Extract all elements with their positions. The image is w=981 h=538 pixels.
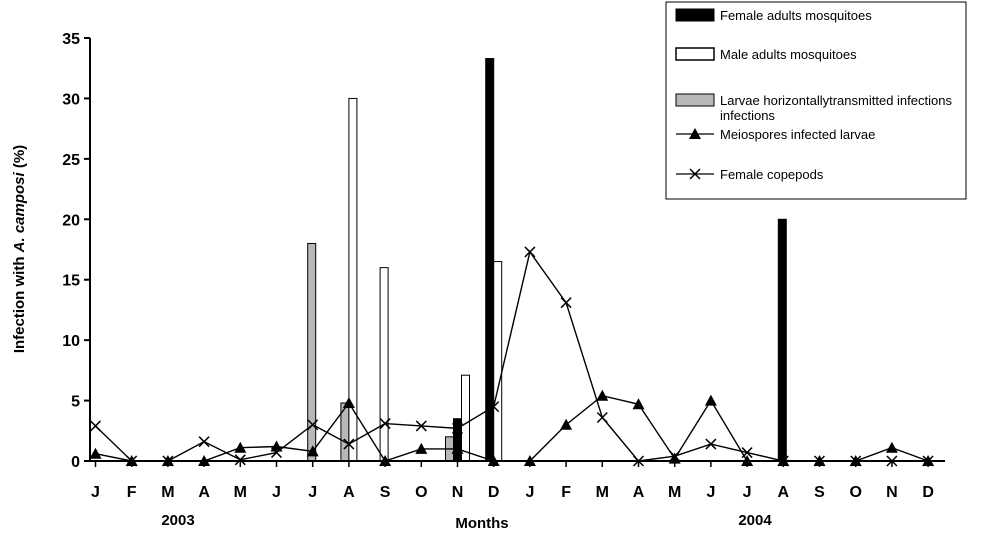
x-tick-label: S [380, 484, 391, 501]
x-tick-label: S [814, 484, 825, 501]
point-meiospores [596, 389, 609, 401]
x-tick-label: J [308, 484, 317, 501]
point-copepods [379, 418, 391, 430]
x-tick-label: O [415, 484, 427, 501]
point-copepods [198, 436, 210, 448]
point-meiospores [234, 441, 247, 453]
y-tick-label: 25 [62, 152, 80, 169]
legend-swatch-female-adults [675, 8, 715, 22]
point-meiospores [342, 396, 355, 408]
point-copepods [488, 401, 500, 413]
x-tick-label: M [668, 484, 681, 501]
point-copepods [307, 419, 319, 431]
y-axis-title: Infection with A. camposi (%) [11, 145, 28, 353]
point-meiospores [560, 418, 573, 430]
x-tick-label: J [272, 484, 281, 501]
x-tick-label: J [91, 484, 100, 501]
legend-label-copepods: Female copepods [720, 167, 824, 182]
x-tick-label: D [922, 484, 934, 501]
x-tick-label: A [198, 484, 210, 501]
point-meiospores [451, 442, 464, 454]
point-copepods [89, 420, 102, 432]
point-copepods [270, 447, 283, 459]
point-meiospores [885, 441, 898, 453]
x-tick-label: A [343, 484, 355, 501]
x-tick-label: A [633, 484, 645, 501]
y-tick-label: 20 [62, 212, 80, 229]
y-tick-label: 15 [62, 273, 80, 290]
legend-label-female-adults: Female adults mosquitoes [720, 8, 872, 23]
bar-male [461, 374, 470, 462]
legend-box [665, 1, 967, 200]
y-tick-label: 35 [62, 31, 80, 48]
bar-male [379, 267, 389, 462]
x-axis-title: Months [455, 515, 508, 532]
x-tick-label: N [886, 484, 898, 501]
x-tick-label: M [161, 484, 174, 501]
x-tick-label: J [706, 484, 715, 501]
x-tick-label: M [234, 484, 247, 501]
x-tick-label: A [778, 484, 790, 501]
point-copepods [560, 297, 572, 309]
point-copepods [451, 422, 464, 434]
year-label-2004: 2004 [738, 512, 772, 529]
point-copepods [343, 438, 355, 450]
legend-label-larvae-cont: infections [720, 108, 775, 123]
point-copepods [415, 420, 427, 432]
y-tick-label: 10 [62, 333, 80, 350]
point-copepods [741, 447, 753, 459]
legend-marker-meiospores [689, 128, 701, 139]
legend: Female adults mosquitoes Male adults mos… [665, 1, 967, 200]
y-tick-label: 5 [71, 394, 80, 411]
point-copepods [669, 450, 681, 462]
point-copepods [234, 454, 246, 466]
x-tick-label: D [488, 484, 500, 501]
legend-label-meiospores: Meiospores infected larvae [720, 127, 875, 142]
legend-marker-copepods [689, 168, 701, 180]
bar-male [493, 261, 503, 462]
legend-swatch-male-adults [675, 47, 715, 61]
legend-label-larvae: Larvae horizontallytransmitted infection… [720, 93, 952, 108]
x-tick-label: J [525, 484, 534, 501]
y-tick-label: 30 [62, 91, 80, 108]
x-tick-label: O [849, 484, 861, 501]
legend-label-male-adults: Male adults mosquitoes [720, 47, 857, 62]
point-copepods [524, 246, 536, 258]
point-meiospores [89, 447, 102, 459]
point-meiospores [632, 398, 645, 410]
x-tick-label: M [596, 484, 609, 501]
bar-female [485, 58, 495, 462]
bar-female [777, 218, 787, 462]
point-copepods [705, 438, 717, 450]
x-tick-label: N [452, 484, 464, 501]
point-meiospores [704, 394, 717, 406]
point-meiospores [415, 442, 428, 454]
x-tick-label: F [127, 484, 137, 501]
x-tick-label: J [743, 484, 752, 501]
point-meiospores [306, 445, 319, 457]
legend-swatch-larvae [675, 93, 715, 107]
x-tick-label: F [561, 484, 571, 501]
point-copepods [596, 411, 608, 424]
year-label-2003: 2003 [161, 512, 194, 529]
y-tick-label: 0 [71, 454, 80, 471]
